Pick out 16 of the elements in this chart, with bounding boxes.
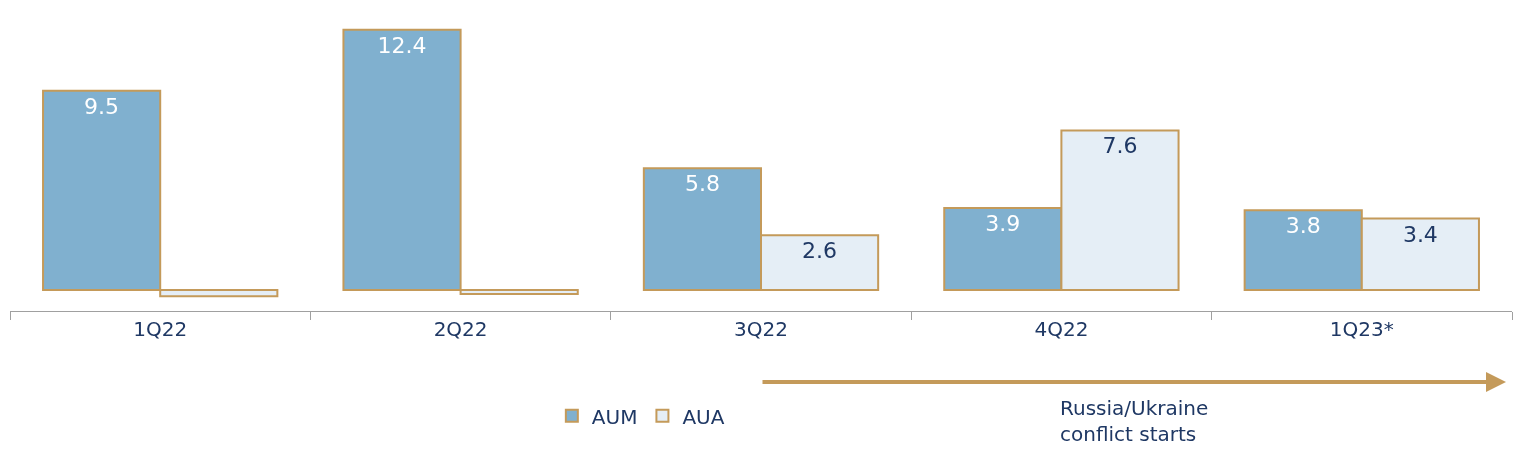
- data-label: 3.4: [1402, 221, 1438, 247]
- text: Russia/Ukraine conflict starts: [1060, 396, 1209, 446]
- data-label: 12.4: [377, 32, 427, 58]
- legend-label: AUA: [682, 404, 725, 429]
- data-label: 3.8: [1285, 213, 1321, 239]
- x-tick-label: 1Q23*: [1329, 317, 1394, 341]
- data-label: 9.5: [84, 93, 120, 119]
- data-label: 3.9: [985, 211, 1021, 237]
- x-tick-label: 1Q22: [133, 317, 188, 341]
- x-tick-label: 2Q22: [433, 317, 488, 341]
- data-label: 5.8: [684, 171, 720, 197]
- data-label: 7.6: [1102, 133, 1138, 159]
- data-label: 2.6: [802, 238, 838, 264]
- x-tick-label: 4Q22: [1034, 317, 1089, 341]
- legend-label: AUM: [591, 404, 638, 429]
- x-tick-label: 3Q22: [734, 317, 788, 341]
